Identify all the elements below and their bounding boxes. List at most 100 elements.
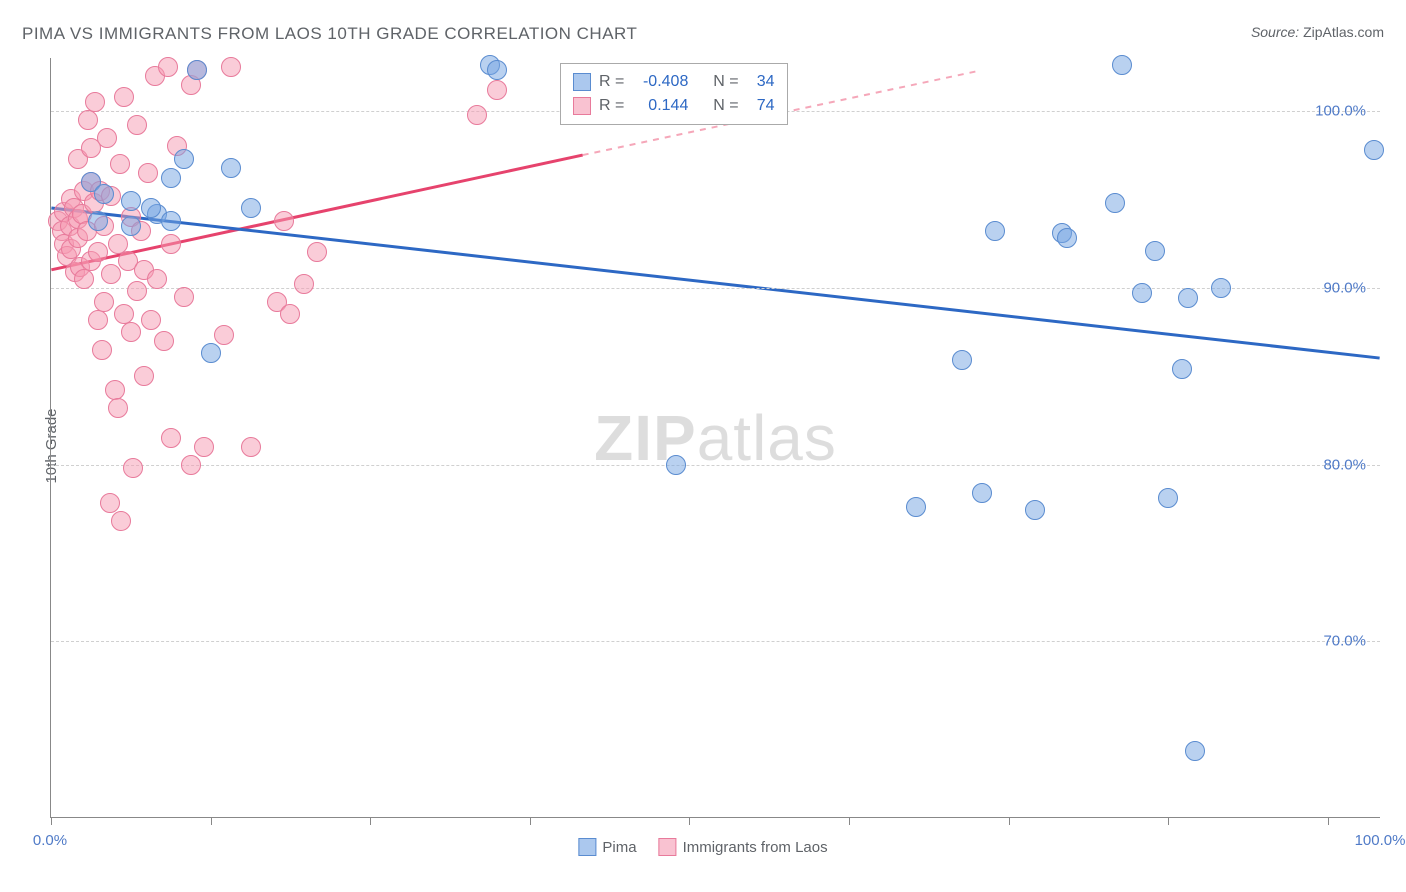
legend-swatch-laos-icon — [659, 838, 677, 856]
scatter-point-pima — [1057, 228, 1077, 248]
scatter-point-pima — [952, 350, 972, 370]
scatter-point-laos — [194, 437, 214, 457]
scatter-point-laos — [111, 511, 131, 531]
stat-row: R = 0.144 N = 74 — [573, 94, 775, 118]
scatter-point-laos — [108, 398, 128, 418]
chart-title: PIMA VS IMMIGRANTS FROM LAOS 10TH GRADE … — [22, 24, 637, 44]
scatter-point-pima — [972, 483, 992, 503]
legend-label: Pima — [602, 839, 636, 856]
scatter-point-pima — [487, 60, 507, 80]
scatter-point-pima — [1105, 193, 1125, 213]
scatter-point-pima — [161, 168, 181, 188]
source-label: Source: — [1251, 24, 1299, 40]
scatter-point-laos — [92, 340, 112, 360]
x-tick — [1168, 817, 1169, 825]
scatter-point-pima — [906, 497, 926, 517]
scatter-point-pima — [1158, 488, 1178, 508]
scatter-point-laos — [221, 57, 241, 77]
x-tick — [689, 817, 690, 825]
scatter-point-laos — [110, 154, 130, 174]
scatter-point-pima — [985, 221, 1005, 241]
legend-swatch-pima-icon — [578, 838, 596, 856]
scatter-point-laos — [74, 269, 94, 289]
legend-item: Immigrants from Laos — [659, 838, 828, 856]
scatter-point-laos — [94, 292, 114, 312]
x-tick-label: 0.0% — [33, 832, 67, 849]
scatter-point-pima — [1132, 283, 1152, 303]
scatter-point-pima — [221, 158, 241, 178]
plot-area: ZIPatlas 70.0%80.0%90.0%100.0% — [50, 58, 1380, 818]
scatter-point-laos — [487, 80, 507, 100]
scatter-point-pima — [141, 198, 161, 218]
stat-r-value: 0.144 — [632, 94, 688, 118]
stat-r-label: R = — [599, 70, 624, 94]
x-tick — [530, 817, 531, 825]
scatter-point-laos — [467, 105, 487, 125]
bottom-legend: Pima Immigrants from Laos — [578, 838, 827, 856]
scatter-point-pima — [1211, 278, 1231, 298]
scatter-point-pima — [201, 343, 221, 363]
legend-item: Pima — [578, 838, 636, 856]
scatter-point-laos — [294, 274, 314, 294]
gridline — [51, 641, 1380, 642]
scatter-point-laos — [181, 455, 201, 475]
trend-line — [51, 208, 1379, 358]
scatter-point-laos — [241, 437, 261, 457]
x-tick — [849, 817, 850, 825]
y-tick-label: 100.0% — [1315, 103, 1366, 120]
x-tick — [51, 817, 52, 825]
stat-n-label: N = — [713, 94, 738, 118]
y-tick-label: 80.0% — [1323, 456, 1366, 473]
scatter-point-laos — [97, 128, 117, 148]
scatter-point-pima — [161, 211, 181, 231]
scatter-point-laos — [161, 428, 181, 448]
stat-n-label: N = — [713, 70, 738, 94]
scatter-point-pima — [187, 60, 207, 80]
gridline — [51, 465, 1380, 466]
scatter-point-pima — [88, 211, 108, 231]
scatter-point-laos — [78, 110, 98, 130]
scatter-point-laos — [274, 211, 294, 231]
scatter-point-pima — [121, 216, 141, 236]
stat-r-label: R = — [599, 94, 624, 118]
correlation-stat-box: R =-0.408 N =34R =0.144 N =74 — [560, 63, 788, 125]
swatch-laos-icon — [573, 97, 591, 115]
scatter-point-laos — [85, 92, 105, 112]
scatter-point-laos — [161, 234, 181, 254]
scatter-point-pima — [1364, 140, 1384, 160]
gridline — [51, 288, 1380, 289]
scatter-point-laos — [88, 242, 108, 262]
x-tick — [211, 817, 212, 825]
scatter-point-pima — [666, 455, 686, 475]
scatter-point-laos — [214, 325, 234, 345]
scatter-point-laos — [123, 458, 143, 478]
scatter-point-laos — [127, 115, 147, 135]
scatter-point-pima — [94, 184, 114, 204]
y-tick-label: 70.0% — [1323, 633, 1366, 650]
source-value: ZipAtlas.com — [1303, 24, 1384, 40]
scatter-point-pima — [1025, 500, 1045, 520]
scatter-point-pima — [121, 191, 141, 211]
scatter-point-laos — [121, 322, 141, 342]
source-credit: Source: ZipAtlas.com — [1251, 24, 1384, 40]
scatter-point-laos — [147, 269, 167, 289]
scatter-point-pima — [174, 149, 194, 169]
scatter-point-pima — [1178, 288, 1198, 308]
scatter-point-laos — [154, 331, 174, 351]
scatter-point-pima — [241, 198, 261, 218]
scatter-point-laos — [101, 264, 121, 284]
scatter-point-laos — [174, 287, 194, 307]
stat-n-value: 34 — [747, 70, 775, 94]
scatter-point-pima — [1172, 359, 1192, 379]
scatter-point-laos — [100, 493, 120, 513]
scatter-point-laos — [138, 163, 158, 183]
x-tick — [370, 817, 371, 825]
x-tick-label: 100.0% — [1355, 832, 1406, 849]
watermark: ZIPatlas — [594, 401, 837, 475]
scatter-point-laos — [108, 234, 128, 254]
stat-n-value: 74 — [747, 94, 775, 118]
scatter-point-laos — [307, 242, 327, 262]
stat-row: R =-0.408 N =34 — [573, 70, 775, 94]
scatter-point-laos — [158, 57, 178, 77]
x-tick — [1009, 817, 1010, 825]
